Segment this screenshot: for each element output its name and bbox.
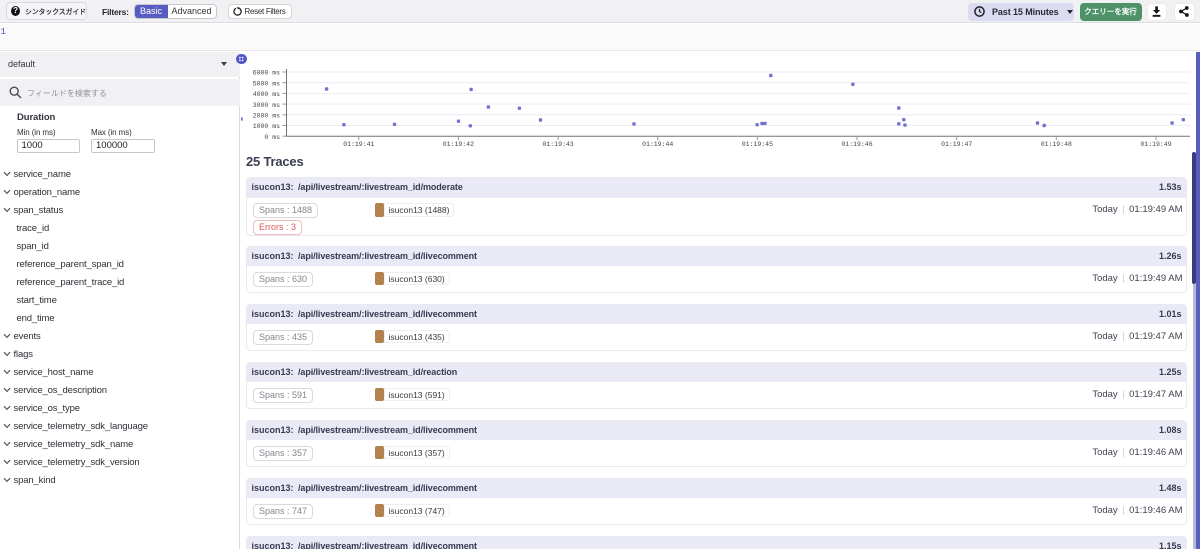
svg-text:01:19:45: 01:19:45 xyxy=(742,141,773,148)
svg-text:4000 ms: 4000 ms xyxy=(253,91,280,98)
svg-text:5000 ms: 5000 ms xyxy=(253,80,280,87)
svg-text:01:19:41: 01:19:41 xyxy=(343,141,374,148)
svg-text:01:19:46: 01:19:46 xyxy=(841,141,872,148)
svg-text:01:19:43: 01:19:43 xyxy=(542,141,573,148)
svg-text:0 ms: 0 ms xyxy=(264,134,280,141)
svg-text:01:19:44: 01:19:44 xyxy=(642,141,673,148)
svg-text:6000 ms: 6000 ms xyxy=(253,70,280,77)
svg-text:3000 ms: 3000 ms xyxy=(253,102,280,109)
svg-text:01:19:47: 01:19:47 xyxy=(941,141,972,148)
svg-text:01:19:49: 01:19:49 xyxy=(1140,141,1171,148)
svg-text:01:19:48: 01:19:48 xyxy=(1041,141,1072,148)
svg-text:01:19:42: 01:19:42 xyxy=(443,141,474,148)
svg-text:2000 ms: 2000 ms xyxy=(253,113,280,120)
svg-text:1000 ms: 1000 ms xyxy=(253,123,280,130)
